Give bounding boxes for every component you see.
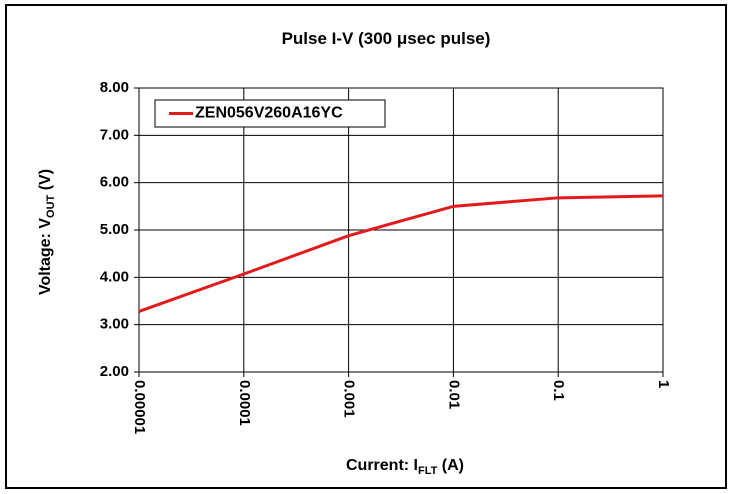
y-tick-label: 6.00 [100, 174, 129, 191]
y-tick-label: 4.00 [100, 268, 129, 285]
data-line [138, 194, 664, 313]
x-tick-label: 0.0001 [236, 380, 253, 426]
x-tick-label: 0.1 [550, 380, 567, 401]
y-tick-label: 8.00 [100, 79, 129, 96]
y-tick-label: 5.00 [100, 221, 129, 238]
x-label-main: Current: I [346, 457, 418, 474]
y-tick-label: 7.00 [100, 126, 129, 143]
y-axis-label: Voltage: VOUT (V) [37, 169, 57, 295]
y-label-main: Voltage: V [37, 218, 54, 295]
x-tick-label: 1 [655, 380, 672, 388]
chart-title: Pulse I-V (300 μsec pulse) [282, 29, 491, 48]
x-tick-label: 0.01 [445, 380, 462, 409]
y-tick-label: 3.00 [100, 316, 129, 333]
x-tick-label: 0.001 [341, 380, 358, 418]
y-tick-label: 2.00 [100, 363, 129, 380]
y-label-sub: OUT [45, 194, 57, 218]
legend-label: ZEN056V260A16YC [195, 105, 343, 122]
x-axis-label: Current: IFLT (A) [346, 457, 464, 477]
x-label-end: (A) [437, 457, 464, 474]
legend-box [154, 99, 386, 128]
x-tick-label: 0.00001 [131, 380, 148, 434]
y-label-end: (V) [37, 169, 54, 195]
x-label-sub: FLT [418, 465, 438, 477]
